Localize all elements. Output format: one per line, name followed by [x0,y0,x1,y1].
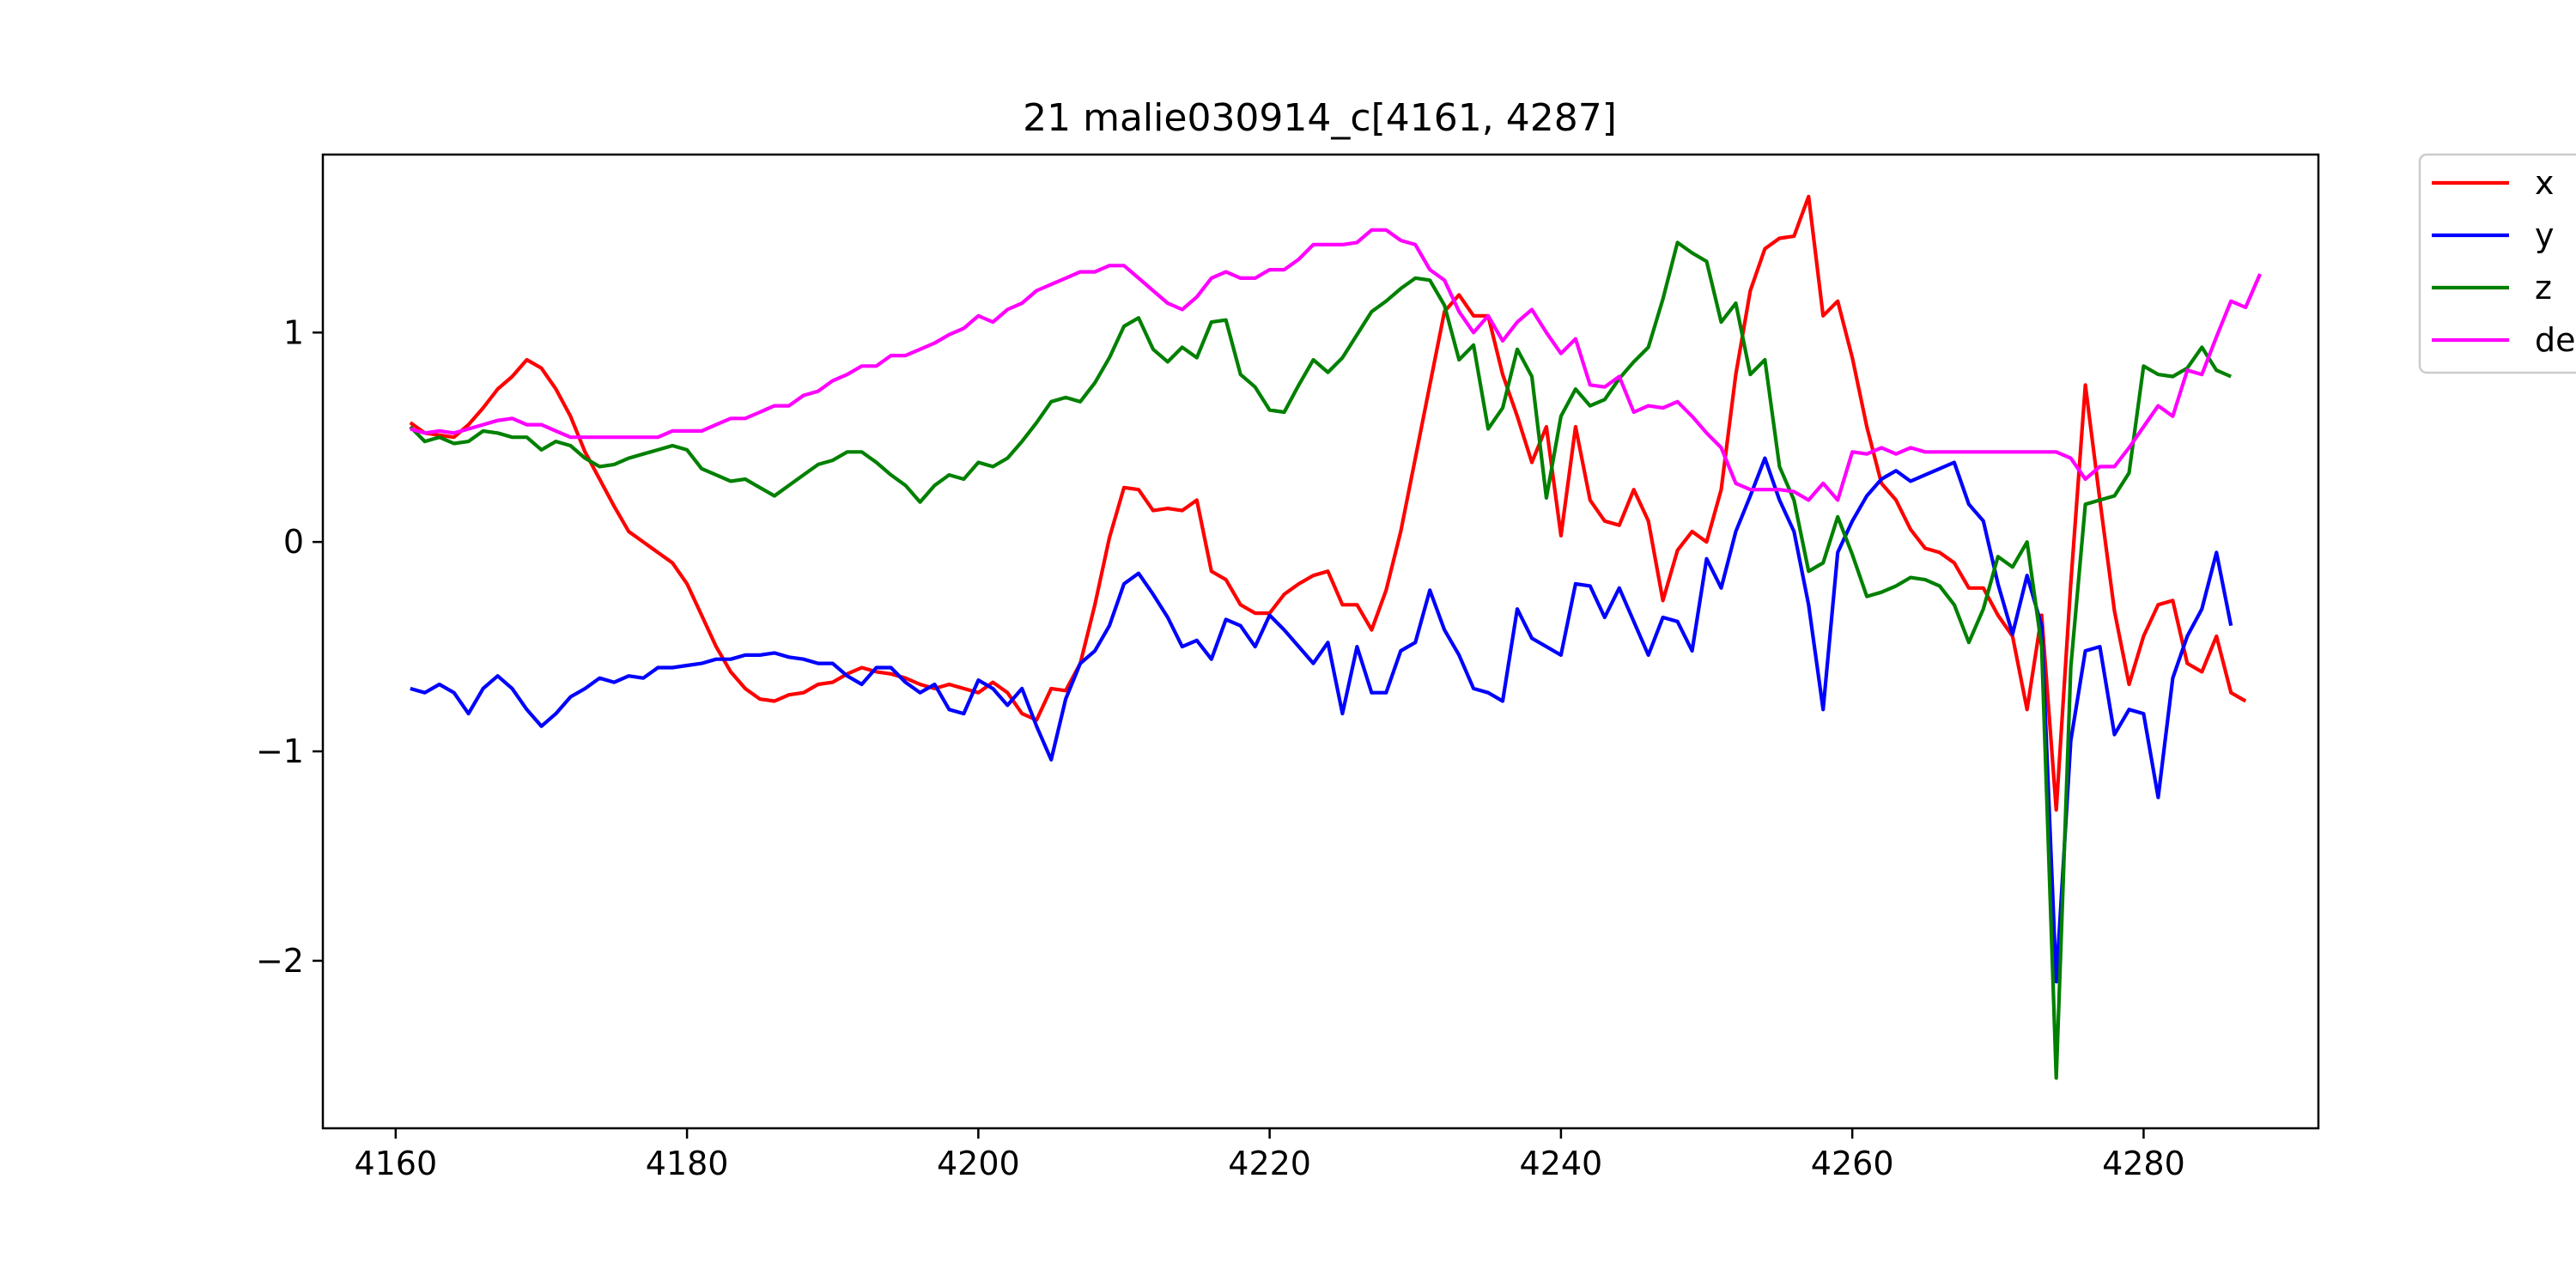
x-tick-label: 4240 [1520,1145,1603,1182]
chart-title: 21 malie030914_c[4161, 4287] [1023,96,1617,140]
plot-area-frame [321,153,2320,1130]
x-axis: 4160 4180 4200 4220 4240 4260 4280 [354,1128,2185,1182]
series-line-x [409,194,2247,812]
x-tick-label: 4260 [1811,1145,1894,1182]
y-axis: 1 0 −1 −2 [256,313,323,980]
legend-frame [2418,153,2576,374]
x-tick-label: 4200 [937,1145,1020,1182]
legend-label-x: x [2535,164,2555,202]
series-layer [409,194,2263,1080]
y-tick-label: −2 [256,942,304,980]
y-tick-label: −1 [256,732,304,770]
series-line-y [410,456,2233,984]
x-tick-label: 4180 [646,1145,729,1182]
x-tick-label: 4220 [1228,1145,1311,1182]
y-tick-label: 1 [283,313,304,351]
x-tick-label: 4160 [354,1145,437,1182]
legend-label-de: de [2535,321,2576,359]
legend: xyz de [2418,153,2576,374]
legend-label-y: y [2535,216,2555,254]
x-tick-label: 4280 [2102,1145,2185,1182]
y-tick-label: 0 [283,523,304,561]
series-line-de [410,228,2263,502]
legend-label-z: z [2535,269,2552,307]
series-line-z [409,240,2233,1080]
